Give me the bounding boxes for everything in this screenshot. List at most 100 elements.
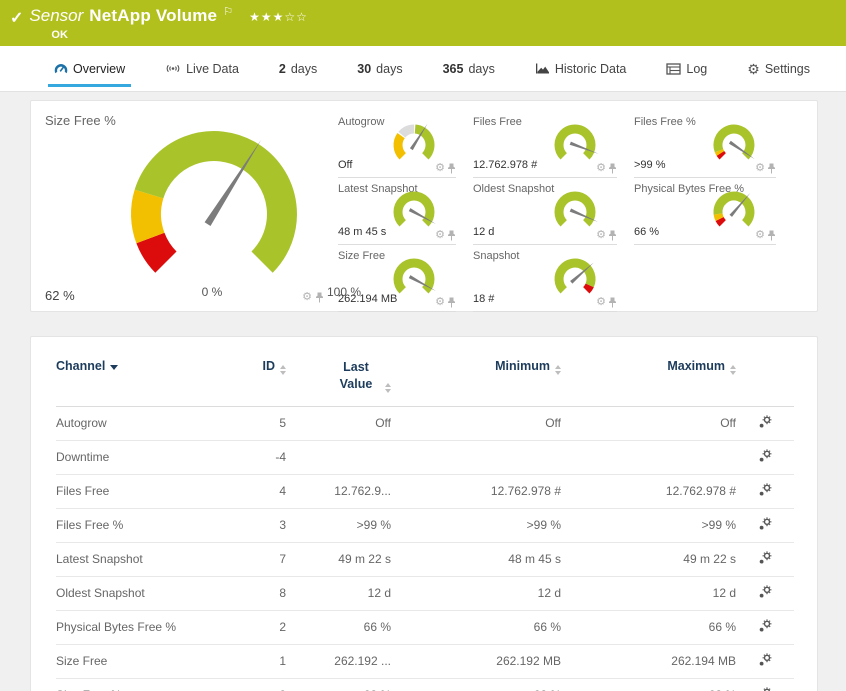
channel-last-value: 12 d (286, 576, 391, 611)
gauge-settings-gear-icon[interactable]: ⚙ (596, 229, 606, 241)
pin-icon[interactable] (447, 297, 456, 308)
column-header-id[interactable]: ID (236, 343, 286, 407)
priority-stars[interactable]: ★★★☆☆ (249, 10, 308, 24)
channel-row-files-free[interactable]: Files Free % 3 >99 % >99 % >99 % (56, 508, 794, 543)
gauge-settings-gear-icon[interactable]: ⚙ (755, 162, 765, 174)
mini-gauge-dial[interactable] (547, 187, 603, 239)
gauges-panel: Size Free % 0 % 100 % 62 % ⚙ Autogrow Off… (30, 100, 818, 312)
channel-settings-icon[interactable] (758, 551, 773, 565)
channel-settings-icon[interactable] (758, 517, 773, 531)
object-kind-label: Sensor (29, 6, 84, 25)
tab-settings[interactable]: ⚙ Settings (741, 46, 816, 91)
sort-arrows-icon (280, 365, 286, 375)
mini-gauge-dial[interactable] (386, 120, 442, 172)
mini-gauge-dial[interactable] (547, 120, 603, 172)
mini-gauge-dial[interactable] (706, 120, 762, 172)
channel-row-autogrow[interactable]: Autogrow 5 Off Off Off (56, 406, 794, 441)
area-chart-icon (535, 63, 549, 74)
pin-icon[interactable] (767, 230, 776, 241)
pin-icon[interactable] (447, 230, 456, 241)
channel-last-value: Off (286, 406, 391, 441)
gauge-needle (728, 140, 755, 160)
channel-name: Latest Snapshot (56, 542, 236, 577)
tab-overview[interactable]: Overview (48, 46, 132, 91)
channel-settings-icon[interactable] (758, 687, 773, 691)
column-header-last-value[interactable]: Last Value (286, 343, 391, 407)
status-ok-check-icon: ✓ (10, 10, 24, 27)
mini-gauge-snapshot: Snapshot 18 # ⚙ (473, 245, 617, 312)
channel-settings-icon[interactable] (758, 585, 773, 599)
channel-id: 1 (236, 644, 286, 679)
mini-gauge-physical-bytes-free: Physical Bytes Free % 66 % ⚙ (634, 178, 776, 245)
tab-live-data[interactable]: Live Data (159, 46, 245, 91)
channel-row-size-free[interactable]: Size Free 1 262.192 ... 262.192 MB 262.194 M… (56, 644, 794, 679)
gauge-settings-gear-icon[interactable]: ⚙ (435, 229, 445, 241)
broadcast-icon (166, 64, 180, 73)
gauge-settings-gear-icon[interactable]: ⚙ (302, 291, 312, 303)
channel-minimum: 48 m 45 s (391, 542, 561, 577)
channel-name: Autogrow (56, 406, 236, 441)
gauge-needle (729, 193, 751, 217)
stars-empty[interactable]: ☆☆ (284, 10, 308, 24)
channel-settings-icon[interactable] (758, 415, 773, 429)
stars-filled[interactable]: ★★★ (249, 10, 285, 24)
tab-label: Overview (73, 61, 126, 76)
mini-gauge-dial[interactable] (386, 254, 442, 306)
mini-gauge-empty-cell (634, 245, 776, 312)
tab-365-days[interactable]: 365 days (442, 61, 495, 76)
column-header-minimum[interactable]: Minimum (391, 343, 561, 407)
channel-row-downtime[interactable]: Downtime -4 (56, 440, 794, 475)
pin-icon[interactable] (608, 163, 617, 174)
column-header-actions (736, 343, 794, 407)
mini-gauge-dial[interactable] (386, 187, 442, 239)
mini-gauge-label: Autogrow (338, 116, 385, 128)
primary-gauge[interactable]: 0 % 100 % (89, 117, 361, 299)
mini-gauge-value: >99 % (634, 159, 666, 171)
channel-row-latest-snapshot[interactable]: Latest Snapshot 7 49 m 22 s 48 m 45 s 49 m 2… (56, 542, 794, 577)
pin-icon[interactable] (447, 163, 456, 174)
mini-gauge-dial[interactable] (547, 254, 603, 306)
tab-2-days[interactable]: 2 days (278, 61, 318, 76)
channel-row-size-free[interactable]: Size Free %062 %62 %62 % (56, 678, 794, 691)
tab-log[interactable]: Log (660, 46, 713, 91)
channel-actions-cell (736, 508, 794, 543)
pin-icon[interactable] (608, 297, 617, 308)
channel-maximum: 49 m 22 s (561, 542, 736, 577)
mini-gauge-value: 12 d (473, 226, 495, 238)
mini-gauge-value: 262.194 MB (338, 293, 398, 305)
column-header-maximum[interactable]: Maximum (561, 343, 736, 407)
channel-settings-icon[interactable] (758, 653, 773, 667)
channel-name: Downtime (56, 440, 236, 475)
channel-id: -4 (236, 440, 286, 475)
flag-icon[interactable]: ⚐ (223, 6, 234, 18)
gauge-needle (204, 139, 262, 226)
channel-name: Files Free (56, 474, 236, 509)
column-header-channel[interactable]: Channel (56, 343, 236, 407)
channel-row-files-free[interactable]: Files Free 4 12.762.9... 12.762.978 #12.762… (56, 474, 794, 509)
channel-row-physical-bytes-free[interactable]: Physical Bytes Free % 2 66 % 66 % 66 % (56, 610, 794, 645)
pin-icon[interactable] (608, 230, 617, 241)
channel-settings-icon[interactable] (758, 619, 773, 633)
channel-settings-icon[interactable] (758, 449, 773, 463)
tab-historic-data[interactable]: Historic Data (529, 46, 633, 91)
channel-maximum (561, 440, 736, 475)
pin-icon[interactable] (315, 292, 324, 303)
gauge-settings-gear-icon[interactable]: ⚙ (435, 296, 445, 308)
tab-30-days[interactable]: 30 days (357, 61, 403, 76)
pin-icon[interactable] (767, 163, 776, 174)
gauge-settings-gear-icon[interactable]: ⚙ (755, 229, 765, 241)
sensor-overview-content: Size Free % 0 % 100 % 62 % ⚙ Autogrow Off… (0, 92, 846, 691)
mini-gauge-label: Physical Bytes Free % (634, 183, 745, 195)
gauge-settings-gear-icon[interactable]: ⚙ (596, 296, 606, 308)
channel-id: 8 (236, 576, 286, 611)
channel-maximum: 62 % (561, 678, 736, 691)
channel-settings-icon[interactable] (758, 483, 773, 497)
channel-id: 7 (236, 542, 286, 577)
gauge-settings-gear-icon[interactable]: ⚙ (596, 162, 606, 174)
channel-actions-cell (736, 474, 794, 509)
channel-actions-cell (736, 440, 794, 475)
tab-label: Log (686, 61, 708, 76)
channel-row-oldest-snapshot[interactable]: Oldest Snapshot 8 12 d 12 d 12 d (56, 576, 794, 611)
gauge-settings-gear-icon[interactable]: ⚙ (435, 162, 445, 174)
mini-gauge-dial[interactable] (706, 187, 762, 239)
